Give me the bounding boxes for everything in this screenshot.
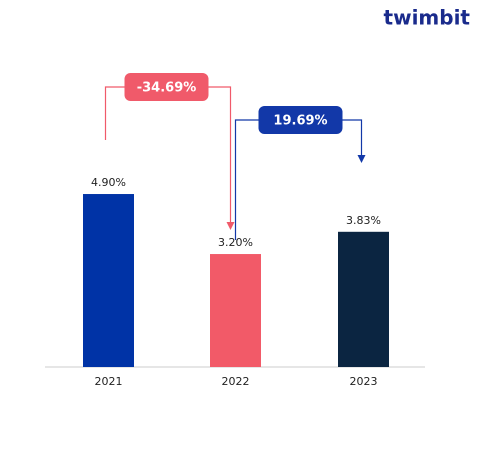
x-tick-label: 2023 [350,375,378,388]
value-label: 4.90% [91,176,126,189]
x-tick-label: 2022 [222,375,250,388]
annotation-label: -34.69% [137,81,197,96]
bar [210,254,261,367]
x-tick-label: 2021 [95,375,123,388]
annotation-label: 19.69% [273,114,327,129]
arrow-head [357,155,366,163]
annotation-box [124,73,209,101]
annotation-arrow [234,119,363,240]
logo: twimbit [384,6,471,30]
bar [83,194,134,367]
bar [338,231,389,367]
arrow-head [226,222,235,230]
value-label: 3.20% [218,236,253,249]
annotation-box [258,106,343,134]
value-label: 3.83% [346,214,381,227]
